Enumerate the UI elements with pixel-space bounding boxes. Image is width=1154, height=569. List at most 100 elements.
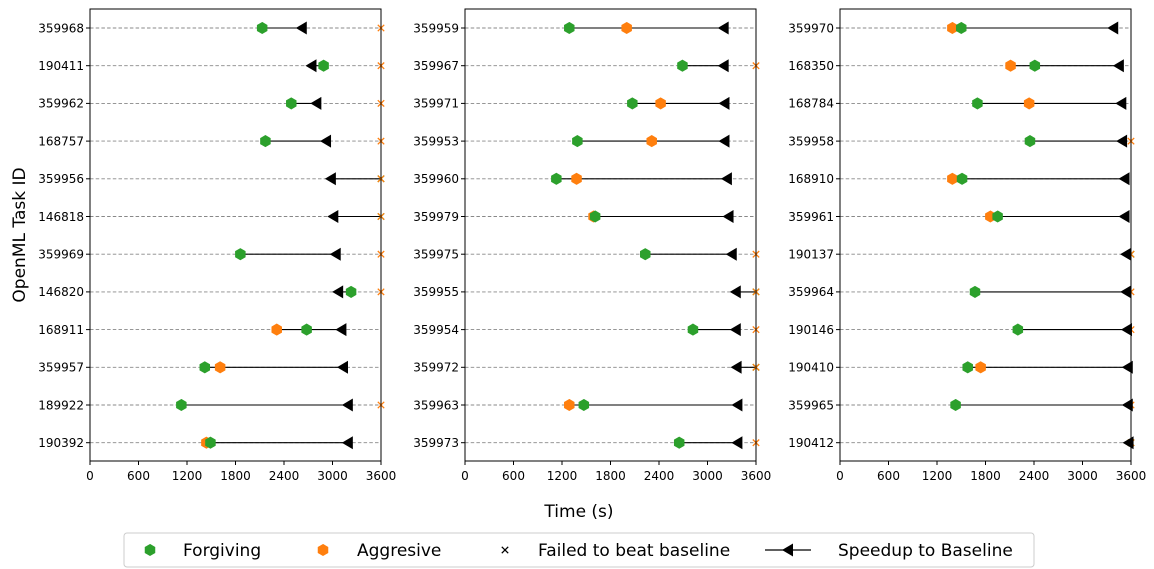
aggressive-point (564, 398, 575, 412)
y-tick-label: 190146 (788, 323, 834, 337)
forgiving-point (578, 398, 590, 412)
aggressive-point (571, 172, 582, 185)
aggressive-point (1005, 59, 1016, 72)
y-tick-label: 168911 (38, 323, 84, 337)
y-tick-label: 359971 (413, 97, 459, 111)
y-tick-label: 359967 (413, 59, 459, 73)
y-tick-label: 359972 (413, 361, 459, 375)
y-tick-label: 359960 (413, 172, 459, 186)
baseline-marker (717, 59, 729, 73)
panels: 359968 190411 359962 168757 359956 146818 3599… (38, 8, 1146, 483)
aggressive-point (975, 361, 986, 374)
x-tick-label: 600 (502, 469, 525, 483)
y-tick-label: 168350 (788, 59, 834, 73)
y-tick-label: 359958 (788, 134, 834, 148)
axes-frame (89, 8, 382, 462)
baseline-marker (305, 59, 317, 73)
legend-label: Forgiving (183, 541, 261, 561)
row-168350: 168350 (788, 59, 1131, 73)
y-tick-label: 146820 (38, 285, 84, 299)
aggressive-point (646, 135, 657, 148)
baseline-marker (341, 436, 353, 450)
axes-frame (464, 8, 757, 462)
baseline-marker (310, 96, 322, 110)
legend-frame (123, 532, 1035, 568)
legend-label: Aggresive (357, 541, 441, 561)
forgiving-point (551, 172, 562, 185)
baseline-marker (1118, 210, 1130, 223)
forgiving-point (992, 210, 1003, 223)
row-190146: 190146 (788, 323, 1135, 337)
panel-3: 359970 168350 168784 359958 168910 359961 1901… (788, 8, 1146, 483)
baseline-marker (324, 172, 336, 186)
x-tick-label: 1200 (922, 469, 953, 483)
baseline-marker (730, 360, 742, 374)
baseline-marker (1112, 59, 1124, 73)
baseline-marker (1118, 172, 1130, 186)
forgiving-point (589, 210, 601, 223)
baseline-marker (718, 134, 730, 148)
legend-hex-marker (144, 543, 156, 557)
y-tick-label: 359956 (38, 172, 84, 186)
row-359972: 359972 (413, 360, 760, 375)
baseline-marker (335, 323, 347, 337)
forgiving-point (235, 248, 246, 261)
x-tick-label: 1200 (547, 469, 578, 483)
y-tick-label: 190410 (788, 361, 834, 375)
y-tick-label: 359964 (788, 285, 834, 299)
forgiving-point (956, 21, 967, 35)
legend-label: Failed to beat baseline (538, 541, 730, 561)
row-168910: 168910 (788, 172, 1131, 186)
row-359955: 359955 (413, 285, 760, 299)
row-359973: 359973 (413, 436, 760, 450)
baseline-marker (718, 96, 730, 110)
x-axis-title: Time (s) (543, 502, 613, 522)
row-359963: 359963 (413, 398, 756, 412)
y-tick-label: 359965 (788, 398, 834, 412)
y-tick-label: 359969 (38, 248, 84, 262)
legend-item-4: Speedup to Baseline (765, 541, 1013, 561)
forgiving-point (318, 59, 329, 72)
row-359957: 359957 (38, 361, 381, 375)
forgiving-point (176, 398, 187, 412)
baseline-marker (327, 210, 339, 223)
y-tick-label: 168910 (788, 172, 834, 186)
row-359969: 359969 (38, 247, 385, 262)
forgiving-point (962, 361, 973, 374)
baseline-marker (731, 398, 743, 412)
x-tick-label: 1800 (595, 469, 626, 483)
row-359975: 359975 (413, 248, 760, 262)
row-168911: 168911 (38, 323, 381, 337)
baseline-marker (1116, 134, 1128, 148)
y-tick-label: 146818 (38, 210, 84, 224)
x-tick-label: 600 (127, 469, 150, 483)
baseline-marker (1120, 285, 1132, 299)
y-tick-label: 168784 (788, 97, 834, 111)
forgiving-point (301, 323, 312, 336)
y-tick-label: 190411 (38, 59, 84, 73)
baseline-marker (722, 210, 734, 223)
row-189922: 189922 (38, 398, 385, 412)
row-359962: 359962 (38, 96, 385, 111)
legend-hex-marker (317, 543, 329, 557)
row-359953: 359953 (413, 134, 756, 148)
forgiving-point (627, 97, 638, 110)
aggressive-point (621, 21, 632, 35)
row-146818: 146818 (38, 210, 385, 224)
baseline-marker (729, 323, 741, 337)
baseline-marker (1121, 360, 1133, 374)
forgiving-point (199, 361, 211, 374)
y-tick-label: 190137 (788, 248, 834, 262)
row-359970: 359970 (788, 21, 1131, 35)
row-359960: 359960 (413, 172, 756, 186)
row-359967: 359967 (413, 59, 760, 73)
aggressive-point (655, 97, 666, 110)
x-tick-label: 2400 (644, 469, 675, 483)
aggressive-point (947, 21, 958, 35)
forgiving-point (564, 21, 575, 35)
row-359979: 359979 (413, 210, 756, 224)
x-tick-label: 600 (877, 469, 900, 483)
forgiving-point (1029, 59, 1041, 72)
baseline-marker (329, 247, 341, 261)
